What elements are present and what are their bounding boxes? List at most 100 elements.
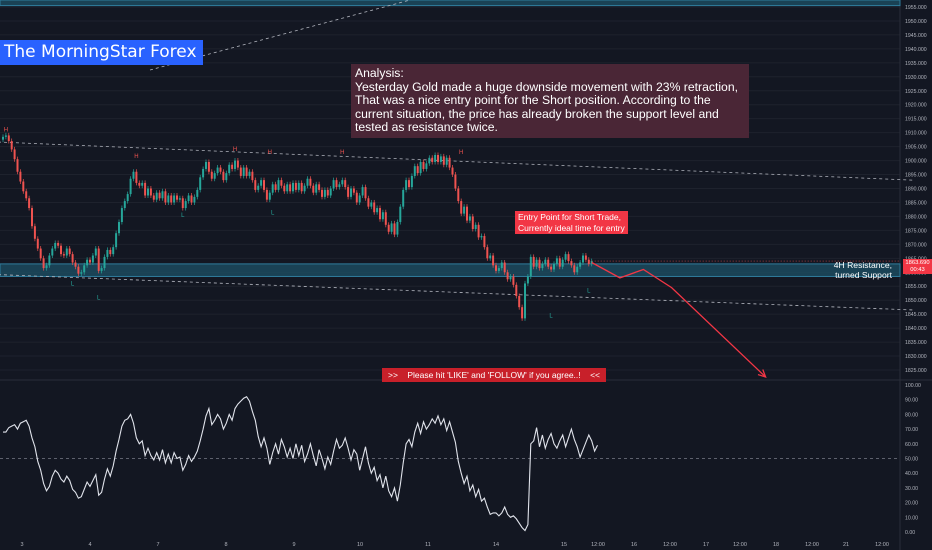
candle-body (286, 184, 289, 192)
price-tick: 1880.000 (905, 214, 927, 220)
candle-body (468, 216, 471, 221)
candle-body (402, 189, 405, 207)
candle-body (2, 136, 4, 140)
candle-body (486, 247, 489, 259)
candle-body (379, 208, 381, 220)
candle-body (196, 189, 199, 197)
candle-body (526, 276, 529, 284)
candle-body (376, 208, 379, 213)
candle-body (187, 195, 190, 202)
candle-body (550, 266, 553, 270)
candle-body (495, 265, 497, 271)
candle-body (431, 157, 434, 162)
candle-body (564, 254, 567, 260)
time-tick: 15 (561, 542, 567, 548)
candle-body (422, 161, 425, 169)
rsi-panel (0, 396, 900, 532)
candle-body (500, 262, 503, 269)
candle-body (271, 184, 274, 193)
candle-body (254, 180, 257, 190)
candle-body (352, 188, 355, 193)
candle-body (416, 166, 419, 174)
candle-body (129, 178, 132, 195)
candle-body (57, 242, 60, 246)
analysis-title: Analysis: (355, 66, 404, 80)
candle-body (16, 159, 19, 172)
candle-body (306, 178, 309, 186)
rsi-tick: 80.00 (905, 412, 918, 418)
candle-body (350, 188, 352, 197)
candle-body (573, 265, 576, 273)
time-tick: 12:00 (663, 542, 677, 548)
time-axis: 3 4 7 8 9 10 11 14 15 12:00 16 12:00 17 12:00 18 12:00 2… (20, 542, 888, 548)
candle-body (62, 254, 65, 256)
candle-body (126, 194, 129, 202)
candle-body (245, 167, 248, 176)
candle-body (329, 188, 332, 196)
candle-body (405, 180, 408, 190)
candle-body (364, 187, 367, 199)
candle-body (210, 171, 213, 179)
candle-body (149, 188, 152, 196)
candle-body (54, 242, 57, 249)
price-tick: 1890.000 (905, 187, 927, 193)
candle-body (222, 171, 225, 181)
candle-body (390, 223, 393, 232)
candle-body (147, 188, 149, 196)
price-tick: 1900.000 (905, 159, 927, 165)
candle-body (558, 258, 561, 267)
candle-body (463, 206, 466, 214)
swing-label: L (97, 295, 101, 301)
candle-body (228, 164, 231, 174)
candle-body (51, 248, 54, 256)
candle-body (309, 178, 312, 186)
candle-body (399, 206, 402, 223)
time-tick: 12:00 (805, 542, 819, 548)
candle-body (512, 276, 515, 285)
candle-body (425, 163, 428, 169)
candle-body (7, 135, 10, 142)
rsi-tick: 30.00 (905, 486, 918, 492)
time-tick: 12:00 (591, 542, 605, 548)
candle-body (138, 182, 141, 186)
candle-body (347, 187, 350, 197)
price-tick: 1855.000 (905, 284, 927, 290)
candle-body (506, 272, 509, 280)
time-tick: 8 (224, 542, 227, 548)
candle-body (361, 187, 364, 196)
candle-body (538, 259, 541, 269)
candle-body (141, 182, 144, 186)
candle-body (205, 161, 207, 169)
candle-body (202, 168, 205, 178)
candle-body (297, 182, 300, 190)
candle-body (109, 249, 112, 255)
candle-body (251, 171, 254, 181)
swing-label: L (181, 213, 185, 219)
candle-body (176, 195, 178, 200)
price-tick: 1835.000 (905, 340, 927, 346)
entry-point-note: Entry Point for Short Trade, Currently i… (515, 211, 628, 234)
candle-body (234, 160, 236, 169)
resistance-zones (0, 0, 901, 277)
candle-body (434, 154, 437, 162)
candle-body (445, 157, 448, 165)
resistance-label: 4H Resistance, turned Support (826, 260, 892, 280)
candle-body (460, 201, 463, 214)
candle-body (326, 189, 329, 196)
candle-body (19, 171, 22, 182)
candle-body (323, 189, 326, 197)
candle-body (474, 224, 477, 229)
candle-body (587, 259, 590, 264)
candle-body (439, 156, 442, 162)
candle-body (161, 191, 164, 199)
like-follow-banner: >> Please hit 'LIKE' and 'FOLLOW' if you… (382, 368, 607, 382)
rsi-tick: 100.00 (905, 383, 921, 389)
swing-label: H (134, 154, 138, 160)
bar-countdown: 00:43 (910, 266, 925, 273)
candle-body (213, 173, 216, 179)
candle-body (225, 173, 228, 181)
candle-body (373, 202, 376, 213)
candle-body (367, 198, 370, 207)
price-tick: 1940.000 (905, 47, 927, 53)
